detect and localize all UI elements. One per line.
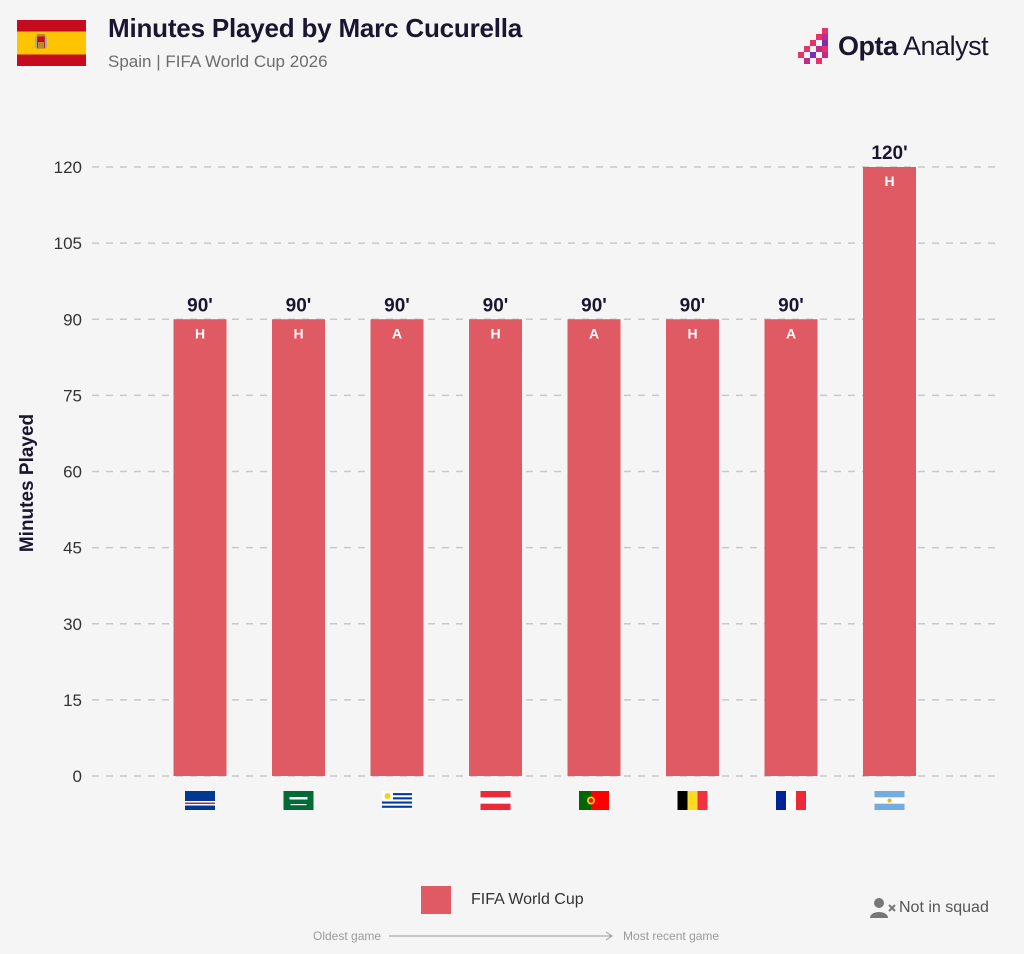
bar-value-label: 90' [581,295,607,316]
opta-logo-icon [798,28,828,64]
grid-lines [92,166,995,777]
y-tick-label: 120 [54,158,82,177]
bar [666,319,719,776]
bar [173,319,227,776]
bar-value-label: 90' [483,295,509,316]
venue-label: A [392,325,402,341]
page-subtitle: Spain | FIFA World Cup 2026 [108,52,328,71]
not-in-squad-key: Not in squad [870,897,989,919]
bar [370,319,424,776]
austria-flag-icon [480,791,511,810]
venue-label: A [589,325,599,341]
saudi-arabia-flag-icon [283,791,314,810]
bars: 90' H 90' H 90' A 90' H 90' A 90' H 90' A 120' H [173,143,916,776]
bar-value-label: 90' [778,295,804,316]
brand-name: Opta Analyst [838,30,989,61]
bar [863,167,916,776]
bar-value-label: 90' [384,295,410,316]
argentina-flag-icon [874,791,905,810]
venue-label: H [687,325,697,341]
y-tick-label: 0 [73,767,82,786]
bar-value-label: 120' [871,143,907,164]
timeline-start: Oldest game [313,929,382,943]
spain-flag-icon [17,20,86,66]
france-flag-icon [776,791,806,810]
timeline-end: Most recent game [623,929,720,943]
y-tick-label: 90 [63,310,82,329]
venue-label: H [195,325,205,341]
y-tick-label: 30 [63,615,82,634]
y-tick-label: 60 [63,463,82,482]
y-tick-label: 15 [63,691,82,710]
arrow-right-icon [389,931,613,941]
page-title: Minutes Played by Marc Cucurella [108,13,523,43]
legend-swatch [421,886,451,914]
bar [567,319,621,776]
legend-label: FIFA World Cup [471,891,584,908]
y-axis-ticks: 0 15 30 45 60 75 90 105 120 [54,158,82,786]
bar-value-label: 90' [680,295,706,316]
uruguay-flag-icon [382,791,412,810]
bar [764,319,818,776]
opta-analyst-logo: Opta Analyst [798,28,989,64]
y-axis-label: Minutes Played [17,414,38,552]
bar [469,319,522,776]
portugal-flag-icon [579,791,609,810]
y-tick-label: 105 [54,234,82,253]
venue-label: H [490,325,500,341]
x-axis-flags [185,791,905,810]
bar-value-label: 90' [286,295,312,316]
venue-label: H [293,325,303,341]
y-tick-label: 75 [63,386,82,405]
timeline-key: Oldest game Most recent game [313,929,719,943]
venue-label: H [884,173,894,189]
not-in-squad-label: Not in squad [899,899,989,916]
bar [272,319,325,776]
legend: FIFA World Cup [421,886,584,914]
y-tick-label: 45 [63,539,82,558]
bar-value-label: 90' [187,295,213,316]
venue-label: A [786,325,796,341]
belgium-flag-icon [677,791,708,810]
person-not-in-squad-icon [870,898,896,918]
cape-verde-flag-icon [185,791,215,810]
